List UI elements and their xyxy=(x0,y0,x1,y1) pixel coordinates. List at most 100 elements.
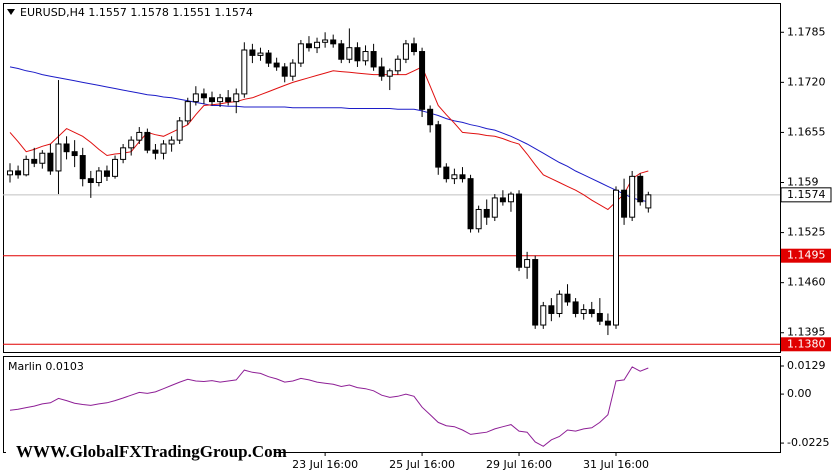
candle-body xyxy=(39,152,46,164)
candle-body xyxy=(7,170,13,176)
candle-body xyxy=(15,170,22,176)
candle-body xyxy=(120,147,127,160)
candle-body xyxy=(394,58,401,72)
candle-body xyxy=(548,305,555,314)
x-tick-label: 31 Jul 16:00 xyxy=(583,458,649,471)
candle-body xyxy=(435,124,442,168)
indicator-panel-frame xyxy=(3,356,781,453)
indicator-line xyxy=(9,366,649,447)
candle-body xyxy=(338,43,345,60)
candle-body xyxy=(556,293,563,314)
candle-body xyxy=(31,158,38,164)
y-tick-label: 1.1785 xyxy=(787,25,826,38)
candle-body xyxy=(572,301,579,314)
candle-body xyxy=(55,143,62,172)
y-tick-label: 1.1655 xyxy=(787,125,826,138)
candle-body xyxy=(184,101,191,122)
candle-body xyxy=(596,312,603,322)
candle-body xyxy=(233,93,240,103)
current-price-box xyxy=(780,187,832,203)
candle-body xyxy=(281,66,288,77)
candle-body xyxy=(103,170,110,177)
candle-body xyxy=(112,158,119,177)
candle-body xyxy=(79,155,86,180)
candle-body xyxy=(346,47,353,60)
x-tick-label: 25 Jul 16:00 xyxy=(389,458,455,471)
candle-body xyxy=(136,131,143,141)
candle-body xyxy=(386,70,393,77)
x-tick-label: 29 Jul 16:00 xyxy=(486,458,552,471)
y-tick-label: 1.1460 xyxy=(787,276,826,289)
candle-body xyxy=(532,259,539,326)
candle-body xyxy=(516,193,523,268)
candle-body xyxy=(613,189,619,326)
candle-body xyxy=(483,208,490,218)
candle-body xyxy=(507,193,514,203)
candle-body xyxy=(580,309,587,314)
candle-body xyxy=(265,52,272,64)
candle-body xyxy=(564,293,571,303)
price-panel-frame xyxy=(3,3,781,353)
candle-body xyxy=(217,97,224,103)
candle-body xyxy=(467,178,474,230)
level-label: 1.1495 xyxy=(787,249,826,262)
menu-triangle xyxy=(7,9,15,15)
indicator-line xyxy=(9,66,649,211)
candle-body xyxy=(378,66,385,77)
candle-body xyxy=(499,197,506,203)
indicator-title: Marlin 0.0103 xyxy=(8,360,84,373)
candle-body xyxy=(144,131,151,151)
candle-body xyxy=(289,62,296,77)
candle-body xyxy=(23,158,30,176)
candle-body xyxy=(491,197,498,218)
level-label: 1.1380 xyxy=(787,337,826,350)
candle-body xyxy=(637,175,644,203)
candle-body xyxy=(249,49,256,56)
candle-body xyxy=(305,43,312,49)
candle-body xyxy=(645,194,652,209)
candle-body xyxy=(176,120,183,141)
candle-body xyxy=(330,39,337,45)
candle-body xyxy=(257,52,264,56)
candle-body xyxy=(402,43,409,60)
candle-body xyxy=(128,139,135,149)
y-tick-label: 1.1525 xyxy=(787,226,826,239)
candle-body xyxy=(370,51,377,68)
candle-body xyxy=(225,97,232,103)
current-price-label: 1.1574 xyxy=(787,188,826,201)
indicator-line xyxy=(9,66,649,203)
candle-body xyxy=(354,47,361,62)
candle-body xyxy=(273,62,280,68)
level-label-box xyxy=(781,337,831,352)
candle-body xyxy=(71,151,78,157)
candle-body xyxy=(524,259,531,268)
candle-body xyxy=(241,49,248,95)
candle-body xyxy=(475,208,482,230)
candle-body xyxy=(443,166,450,180)
candle-body xyxy=(168,139,175,145)
candle-body xyxy=(411,43,417,53)
candle-body xyxy=(451,174,458,180)
y-tick-label: 1.1395 xyxy=(787,326,826,339)
candle-body xyxy=(87,178,94,184)
candle-body xyxy=(588,309,595,314)
y-tick-label: 0.0129 xyxy=(787,359,826,372)
candle-body xyxy=(200,93,207,99)
candle-body xyxy=(47,152,54,172)
level-label-box xyxy=(781,248,831,263)
candle-body xyxy=(209,97,215,103)
y-tick-label: 1.1720 xyxy=(787,75,826,88)
y-tick-label: 1.159 xyxy=(787,176,819,189)
candle-body xyxy=(362,51,369,62)
candle-body xyxy=(427,108,434,126)
candle-body xyxy=(63,143,70,153)
y-tick-label: -0.0225 xyxy=(787,436,829,449)
candle-body xyxy=(297,43,304,64)
watermark: WWW.GlobalFXTradingGroup.Com xyxy=(16,442,287,461)
chart-title: EURUSD,H4 1.1557 1.1578 1.1551 1.1574 xyxy=(20,6,253,19)
candle-body xyxy=(192,93,199,103)
watermark-box xyxy=(6,437,274,469)
